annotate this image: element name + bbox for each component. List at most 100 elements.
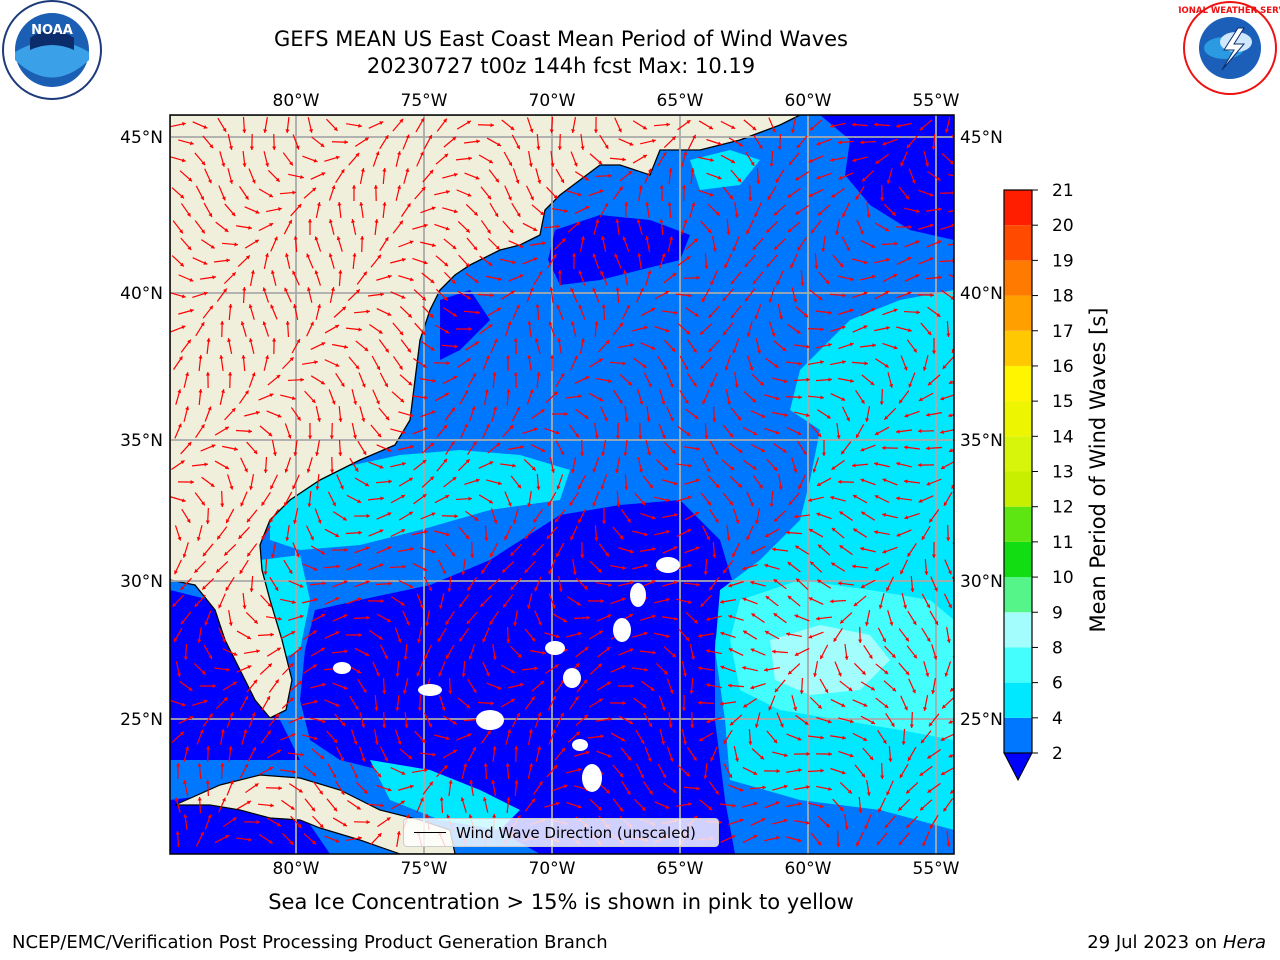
wave-direction-arrow — [375, 581, 393, 586]
wave-direction-arrow — [910, 575, 915, 593]
wave-direction-arrow — [423, 576, 433, 592]
wave-direction-arrow — [477, 701, 495, 706]
wave-direction-arrow — [667, 201, 672, 219]
wave-direction-arrow — [566, 767, 582, 774]
colorbar-tick-label: 16 — [1052, 357, 1074, 377]
wave-direction-arrow — [578, 270, 586, 286]
wave-direction-arrow — [358, 746, 366, 762]
wave-direction-arrow — [944, 559, 952, 575]
wave-direction-arrow — [197, 762, 202, 780]
wave-direction-arrow — [574, 171, 590, 181]
wave-direction-arrow — [635, 763, 645, 779]
wave-direction-arrow — [281, 697, 295, 709]
wave-direction-arrow — [707, 204, 721, 216]
wave-direction-arrow — [178, 308, 194, 315]
wave-direction-arrow — [787, 221, 801, 233]
wave-direction-arrow — [227, 338, 233, 354]
wave-direction-arrow — [579, 338, 585, 354]
wave-direction-arrow — [480, 220, 492, 234]
wave-direction-arrow — [574, 750, 590, 757]
wave-direction-arrow — [642, 475, 654, 489]
map-tick-labels: 80°W80°W75°W75°W70°W70°W65°W65°W60°W60°W… — [120, 91, 1003, 879]
wave-direction-arrow — [553, 237, 567, 251]
wave-direction-arrow — [338, 269, 343, 287]
wave-direction-arrow — [467, 678, 477, 694]
wave-direction-arrow — [897, 798, 911, 812]
wave-direction-arrow — [633, 697, 647, 709]
wave-direction-arrow — [306, 321, 314, 337]
wave-direction-arrow — [247, 746, 257, 762]
wave-direction-arrow — [511, 202, 521, 218]
cyan-region-carolina — [270, 450, 570, 550]
wave-direction-arrow — [860, 478, 876, 486]
wave-direction-arrow — [898, 186, 910, 200]
wave-direction-arrow — [874, 562, 890, 572]
wave-direction-arrow — [346, 494, 362, 504]
wave-direction-arrow — [839, 782, 853, 794]
wave-direction-arrow — [478, 461, 494, 469]
wave-direction-arrow — [632, 120, 648, 130]
wave-direction-arrow — [663, 441, 677, 455]
wave-direction-arrow — [272, 133, 277, 151]
wave-direction-arrow — [708, 577, 720, 591]
wave-direction-arrow — [726, 218, 731, 236]
wave-direction-arrow — [266, 647, 282, 657]
colorbar-under-triangle — [1003, 752, 1033, 782]
wave-direction-arrow — [724, 355, 732, 371]
wave-direction-arrow — [191, 462, 209, 467]
wave-direction-arrow — [829, 599, 847, 604]
wave-direction-arrow — [794, 785, 810, 790]
wave-direction-arrow — [615, 286, 620, 304]
wave-direction-arrow — [821, 235, 826, 253]
wave-direction-arrow — [216, 526, 228, 540]
wave-direction-arrow — [455, 326, 473, 332]
wave-direction-arrow — [491, 508, 498, 524]
wave-direction-arrow — [742, 597, 758, 605]
wave-direction-arrow — [645, 202, 650, 218]
wave-direction-arrow — [742, 426, 758, 436]
wave-direction-arrow — [192, 699, 208, 706]
wave-direction-arrow — [347, 799, 361, 811]
wave-direction-arrow — [706, 138, 722, 146]
under-range-region-central — [300, 500, 735, 854]
wave-direction-arrow — [580, 439, 585, 457]
wave-direction-arrow — [855, 390, 865, 404]
wave-direction-arrow — [348, 356, 360, 370]
wave-direction-arrow — [657, 151, 667, 167]
wave-direction-arrow — [534, 712, 542, 728]
wave-direction-arrow — [922, 355, 929, 371]
wave-direction-arrow — [614, 253, 622, 269]
wave-direction-arrow — [552, 784, 568, 792]
wave-direction-arrow — [331, 547, 349, 553]
wave-direction-arrow — [677, 323, 691, 335]
wave-direction-arrow — [698, 732, 714, 742]
wave-direction-arrow — [754, 712, 761, 728]
wave-direction-arrow — [861, 374, 875, 386]
wave-direction-arrow — [399, 306, 413, 318]
wave-direction-arrow — [524, 526, 536, 540]
wave-direction-arrow — [729, 714, 743, 726]
wave-direction-arrow — [701, 287, 711, 303]
wave-direction-arrow — [226, 712, 234, 728]
wave-direction-arrow — [721, 459, 735, 471]
wave-direction-arrow — [353, 513, 371, 519]
wave-direction-arrow — [919, 119, 933, 131]
wave-direction-arrow — [816, 409, 832, 419]
wave-direction-arrow — [638, 185, 643, 201]
wave-direction-arrow — [382, 711, 387, 729]
wave-direction-arrow — [940, 460, 954, 470]
wave-direction-arrow — [199, 683, 217, 689]
wave-direction-arrow — [269, 474, 279, 490]
wave-direction-arrow — [794, 820, 810, 825]
wave-direction-arrow — [742, 564, 758, 571]
wave-direction-arrow — [552, 207, 568, 213]
wave-direction-arrow — [376, 308, 392, 316]
wave-direction-arrow — [621, 304, 631, 320]
wave-direction-arrow — [468, 644, 475, 660]
wave-direction-arrow — [447, 575, 452, 593]
wave-direction-arrow — [469, 780, 474, 796]
wave-direction-arrow — [436, 764, 448, 778]
wave-direction-arrow — [547, 253, 557, 269]
wave-direction-arrow — [895, 496, 913, 501]
wave-direction-arrow — [776, 270, 784, 286]
